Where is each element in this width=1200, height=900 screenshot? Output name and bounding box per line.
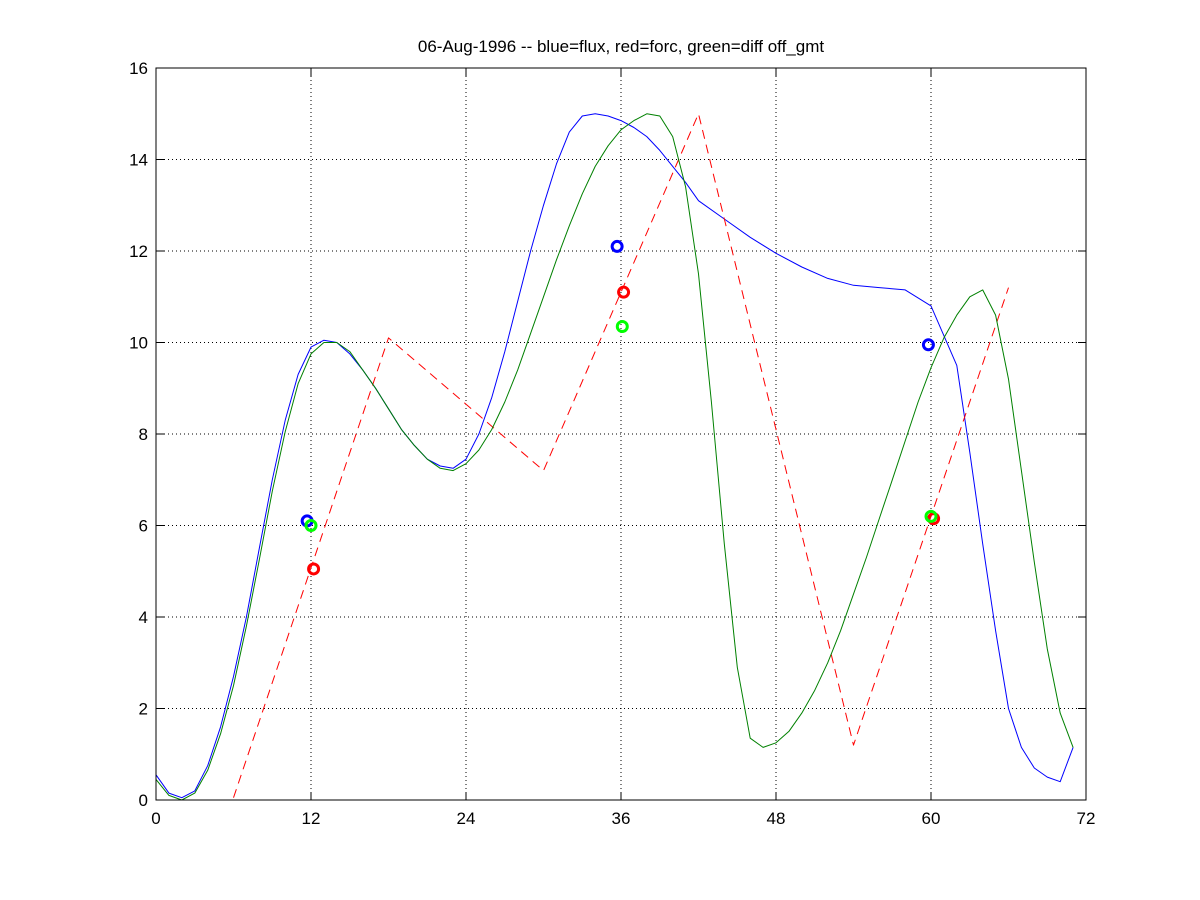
x-tick-label: 72: [1077, 809, 1096, 828]
flux-marker: [610, 239, 624, 253]
y-tick-label: 0: [139, 791, 148, 810]
y-tick-label: 12: [129, 242, 148, 261]
y-tick-label: 6: [139, 517, 148, 536]
diff-marker: [304, 519, 318, 532]
flux-line: [155, 113, 1074, 799]
x-tick-label: 24: [457, 809, 476, 828]
x-tick-label: 48: [767, 809, 786, 828]
y-tick-label: 16: [129, 59, 148, 78]
y-tick-label: 14: [129, 151, 148, 170]
chart-title: 06-Aug-1996 -- blue=flux, red=forc, gree…: [418, 37, 824, 56]
series-lines: [155, 113, 1074, 801]
y-tick-label: 10: [129, 334, 148, 353]
diff-line: [155, 113, 1074, 801]
flux-marker: [921, 338, 935, 352]
forc-line: [233, 113, 1009, 798]
forc-marker: [617, 285, 631, 299]
diff-marker: [615, 319, 629, 333]
diff-marker: [924, 509, 938, 523]
y-tick-label: 2: [139, 700, 148, 719]
x-tick-label: 12: [302, 809, 321, 828]
forc-marker: [307, 562, 321, 576]
y-tick-label: 4: [139, 608, 148, 627]
x-tick-label: 0: [151, 809, 160, 828]
y-tick-label: 8: [139, 425, 148, 444]
x-tick-label: 36: [612, 809, 631, 828]
x-tick-label: 60: [922, 809, 941, 828]
series-markers: [300, 239, 941, 576]
